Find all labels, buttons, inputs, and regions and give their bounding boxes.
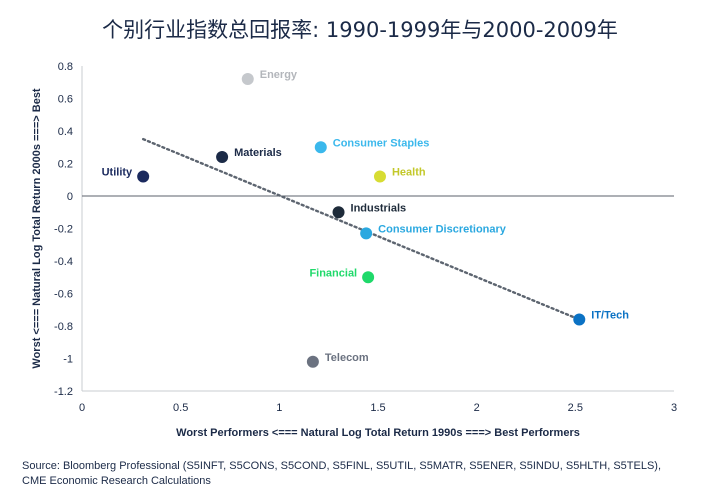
y-tick-label: 0.6 — [58, 94, 73, 106]
x-tick-label: 0 — [79, 402, 85, 414]
trendline — [141, 137, 581, 321]
point-label-health: Health — [392, 167, 426, 179]
y-tick-label: 0.2 — [58, 159, 73, 171]
point-label-industrials: Industrials — [351, 202, 407, 214]
point-utility — [137, 170, 150, 183]
x-tick-label: 1.5 — [370, 402, 385, 414]
y-tick-label: -0.4 — [54, 256, 73, 268]
point-industrials — [332, 206, 345, 219]
point-energy — [241, 73, 254, 85]
x-tick-label: 2.5 — [568, 402, 583, 414]
tick-labels: 0.8 0.6 0.4 0.2 0 -0.2 -0.4 -0.6 -0.8 -1 -1.2 0 0.5 1… — [54, 61, 677, 414]
y-axis-title: Worst <=== Natural Log Total Return 2000… — [31, 88, 43, 369]
point-consumer-staples — [314, 141, 327, 154]
y-tick-label: 0.8 — [58, 61, 73, 73]
source-line-1: Source: Bloomberg Professional (S5INFT, … — [22, 460, 662, 472]
point-consumer-discretionary — [360, 227, 373, 240]
point-health — [373, 170, 386, 183]
point-telecom — [306, 355, 319, 368]
y-tick-label: -1.2 — [54, 386, 73, 398]
point-label-consumer-discretionary: Consumer Discretionary — [378, 223, 507, 235]
point-materials — [216, 151, 229, 163]
point-label-financial: Financial — [309, 267, 357, 279]
y-tick-label: -0.6 — [54, 289, 73, 301]
x-axis-title: Worst Performers <=== Natural Log Total … — [176, 427, 580, 439]
point-label-consumer-staples: Consumer Staples — [333, 137, 430, 149]
x-tick-label: 2 — [474, 402, 480, 414]
scatter-chart: 0.8 0.6 0.4 0.2 0 -0.2 -0.4 -0.6 -0.8 -1 -1.2 0 0.5 1… — [31, 61, 677, 439]
source-line-2: CME Economic Research Calculations — [22, 475, 211, 487]
y-tick-label: -0.8 — [54, 321, 73, 333]
point-label-materials: Materials — [234, 147, 282, 159]
chart-title: 个别行业指数总回报率: 1990-1999年与2000-2009年 — [102, 18, 618, 42]
y-tick-label: -0.2 — [54, 224, 73, 236]
point-financial — [362, 271, 375, 284]
x-tick-label: 0.5 — [173, 402, 188, 414]
chart-axes — [81, 66, 674, 392]
y-tick-label: 0.4 — [58, 126, 73, 138]
y-tick-label: -1 — [63, 354, 73, 366]
point-label-it-tech: IT/Tech — [591, 310, 629, 322]
y-tick-label: 0 — [67, 191, 73, 203]
x-tick-label: 3 — [671, 402, 677, 414]
point-label-energy: Energy — [260, 69, 298, 81]
point-label-telecom: Telecom — [325, 352, 369, 364]
point-label-utility: Utility — [102, 167, 133, 179]
point-it-tech — [573, 313, 586, 326]
source-note: Source: Bloomberg Professional (S5INFT, … — [22, 459, 712, 489]
trendline-group — [141, 137, 581, 321]
data-points: Energy Materials Consumer Staples Health Uti… — [102, 69, 629, 368]
x-tick-label: 1 — [276, 402, 282, 414]
